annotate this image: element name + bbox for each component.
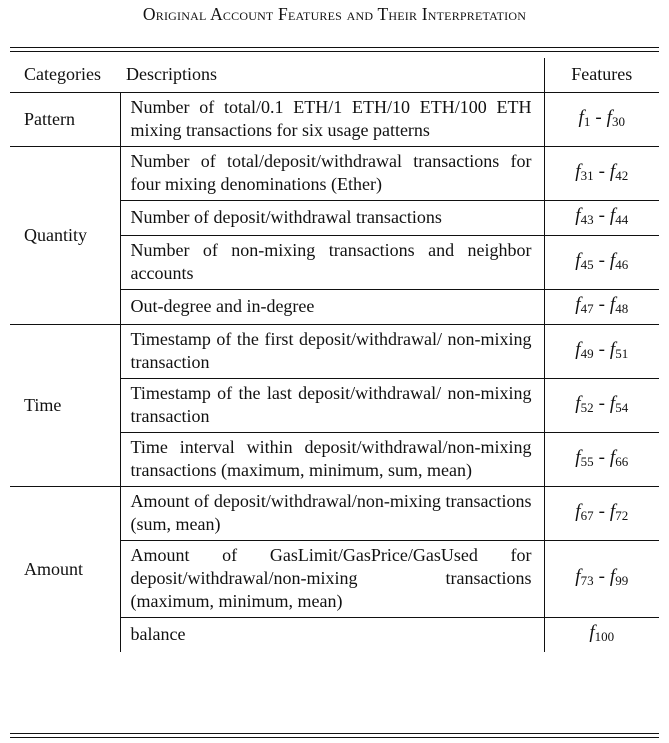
- feature-index: 100: [594, 629, 615, 644]
- feature-symbol: f: [575, 338, 581, 360]
- feature-symbol: f: [575, 446, 581, 468]
- table-row: Out-degree and in-degree f47- f48: [10, 289, 659, 325]
- description-cell: Timestamp of the first deposit/withdrawa…: [119, 324, 544, 379]
- description-cell: Number of deposit/withdrawal transaction…: [119, 200, 544, 236]
- feature-index: 73: [580, 573, 594, 588]
- feature-index: 99: [615, 573, 629, 588]
- feature-index: 66: [615, 453, 629, 469]
- header-features: Features: [543, 58, 659, 93]
- feature-range-cell: f31- f42: [543, 146, 659, 201]
- feature-symbol: f: [606, 106, 612, 128]
- feature-index: 47: [580, 301, 594, 316]
- feature-range-cell: f49- f51: [543, 324, 659, 379]
- feature-index: 49: [580, 345, 594, 361]
- feature-range-cell: f73- f99: [543, 540, 659, 618]
- table-caption: Original Account Features and Their Inte…: [142, 4, 527, 24]
- category-cell: Amount: [10, 486, 120, 652]
- feature-index: 30: [611, 113, 625, 129]
- table-row: Number of non-mixing transactions and ne…: [10, 235, 659, 290]
- table-row: Amount of GasLimit/GasPrice/GasUsed for …: [10, 540, 659, 618]
- feature-symbol: f: [609, 249, 616, 271]
- feature-symbol: f: [575, 392, 581, 414]
- feature-symbol: f: [575, 500, 581, 522]
- table-row: Time interval within deposit/withdrawal/…: [10, 432, 659, 487]
- description-cell: Number of total/0.1 ETH/1 ETH/10 ETH/100…: [119, 92, 544, 147]
- category-cell: Quantity: [10, 146, 120, 325]
- feature-range-cell: f55- f66: [543, 432, 659, 487]
- category-cell: Time: [10, 324, 120, 487]
- feature-range-cell: f100: [543, 617, 659, 652]
- description-cell: Time interval within deposit/withdrawal/…: [119, 432, 544, 487]
- feature-symbol: f: [575, 249, 581, 271]
- feature-symbol: f: [609, 338, 616, 360]
- feature-symbol: f: [609, 566, 616, 587]
- bottom-rule-upper: [10, 733, 659, 734]
- feature-index: 55: [580, 453, 594, 469]
- feature-range-cell: f45- f46: [543, 235, 659, 290]
- feature-range-cell: f52- f54: [543, 378, 659, 433]
- features-table: Categories Descriptions Features Pattern…: [10, 58, 659, 652]
- description-cell: Timestamp of the last deposit/withdrawal…: [119, 378, 544, 433]
- table-row: Quantity Number of total/deposit/withdra…: [10, 146, 659, 325]
- table-row: Time Timestamp of the first deposit/with…: [10, 324, 659, 487]
- feature-index: 72: [615, 507, 629, 523]
- table-row: Pattern Number of total/0.1 ETH/1 ETH/10…: [10, 92, 659, 147]
- feature-range-cell: f1- f30: [543, 92, 659, 147]
- feature-range-cell: f47- f48: [543, 289, 659, 325]
- description-cell: Number of total/deposit/withdrawal trans…: [119, 146, 544, 201]
- feature-index: 1: [583, 113, 591, 129]
- description-cell: Amount of GasLimit/GasPrice/GasUsed for …: [119, 540, 544, 618]
- feature-symbol: f: [609, 294, 616, 315]
- feature-index: 48: [615, 301, 629, 316]
- feature-symbol: f: [609, 160, 616, 182]
- feature-index: 67: [580, 507, 594, 523]
- bottom-rule-lower: [10, 737, 659, 738]
- table-row: Amount Amount of deposit/withdrawal/non-…: [10, 486, 659, 652]
- feature-symbol: f: [575, 205, 581, 226]
- feature-symbol: f: [578, 106, 584, 128]
- description-cell: balance: [119, 617, 544, 652]
- feature-index: 54: [615, 399, 629, 415]
- feature-index: 44: [615, 212, 629, 227]
- feature-range-cell: f67- f72: [543, 486, 659, 541]
- description-cell: Amount of deposit/withdrawal/non-mixing …: [119, 486, 544, 541]
- feature-symbol: f: [609, 500, 616, 522]
- top-rule-inner: [10, 51, 659, 52]
- feature-index: 45: [580, 256, 594, 272]
- table-row: balance f100: [10, 617, 659, 652]
- feature-symbol: f: [575, 566, 581, 587]
- category-cell: Pattern: [10, 92, 120, 147]
- description-cell: Number of non-mixing transactions and ne…: [119, 235, 544, 290]
- feature-symbol: f: [609, 205, 616, 226]
- header-row: Categories Descriptions Features: [10, 58, 659, 93]
- feature-index: 52: [580, 399, 594, 415]
- header-categories: Categories: [10, 58, 120, 93]
- feature-index: 42: [615, 167, 629, 183]
- feature-index: 46: [615, 256, 629, 272]
- feature-symbol: f: [589, 622, 595, 643]
- table-row: Timestamp of the last deposit/withdrawal…: [10, 378, 659, 433]
- top-rule-outer: [10, 47, 659, 48]
- feature-symbol: f: [609, 392, 616, 414]
- feature-range-cell: f43- f44: [543, 200, 659, 236]
- table-row: Number of deposit/withdrawal transaction…: [10, 200, 659, 236]
- feature-index: 43: [580, 212, 594, 227]
- header-descriptions: Descriptions: [120, 58, 544, 93]
- feature-index: 51: [615, 345, 629, 361]
- description-cell: Out-degree and in-degree: [119, 289, 544, 325]
- feature-symbol: f: [609, 446, 616, 468]
- feature-index: 31: [580, 167, 594, 183]
- feature-symbol: f: [575, 294, 581, 315]
- feature-symbol: f: [575, 160, 581, 182]
